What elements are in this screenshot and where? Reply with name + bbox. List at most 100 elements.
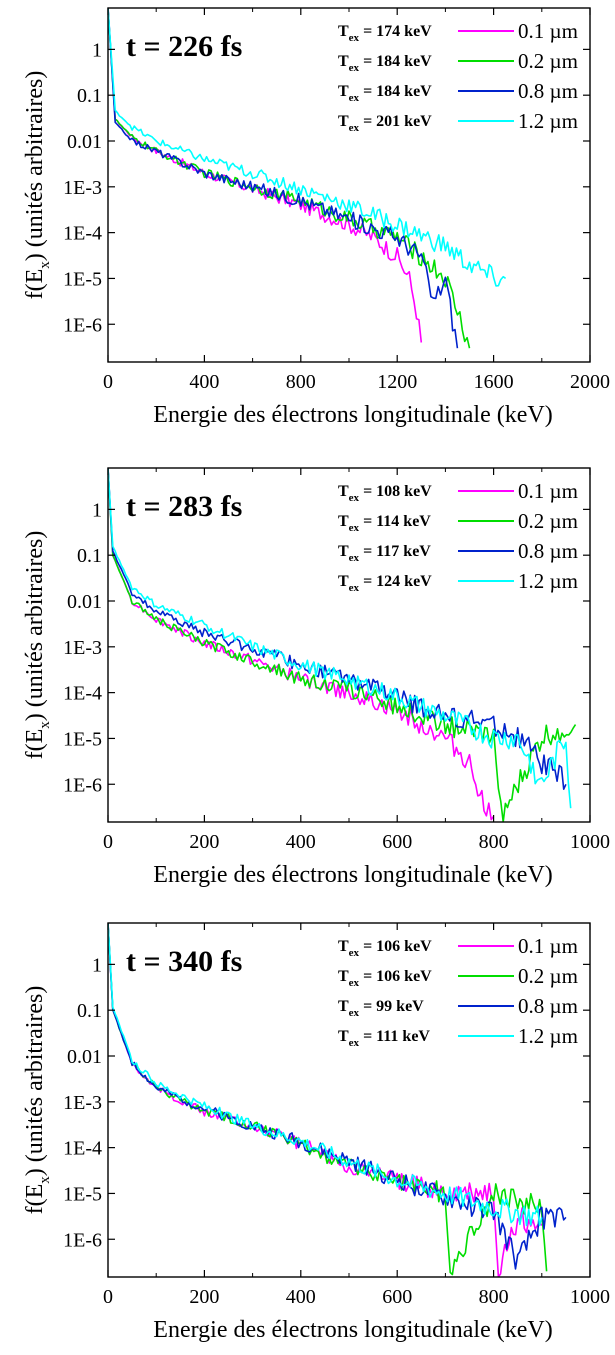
y-tick-label: 1 <box>92 39 102 61</box>
y-axis-label-sub: x <box>37 261 53 269</box>
legend-label: 1.2 µm <box>518 109 578 133</box>
chart-svg: 0 400 800 1200 1600 2000 1 0.1 0.01 1E-3 1E-4 1E-5 1… <box>22 7 610 428</box>
legend-temperature: Tex = 124 keV <box>338 573 432 594</box>
y-tick-label: 0.1 <box>77 545 102 567</box>
chart-panel-340fs: 0 200 400 600 800 1000 1 0.1 0.01 1E-3 1E-4 1E-5 1E-… <box>0 915 615 1355</box>
legend-t-prefix: T <box>338 113 349 130</box>
legend-t-value: = 124 keV <box>359 573 432 590</box>
y-tick-label: 1E-6 <box>63 1229 102 1251</box>
legend-t-value: = 108 keV <box>359 483 432 500</box>
x-tick-label: 600 <box>382 831 412 853</box>
legend-t-sub: ex <box>349 947 360 959</box>
legend-temperature: Tex = 114 keV <box>338 513 431 534</box>
chart-svg: 0 200 400 600 800 1000 1 0.1 0.01 1E-3 1E-4 1E-5 1E-… <box>22 922 610 1343</box>
x-axis-label: Energie des électrons longitudinale (keV… <box>153 862 552 888</box>
legend-t-prefix: T <box>338 543 349 560</box>
y-axis-label: f(Ex) (unités arbitraires) <box>22 71 53 300</box>
legend-label: 1.2 µm <box>518 1024 578 1048</box>
legend-t-value: = 201 keV <box>359 113 432 130</box>
x-tick-label: 1000 <box>570 1286 610 1308</box>
y-axis-label-main: f(E <box>22 269 48 300</box>
legend-t-value: = 106 keV <box>359 968 432 985</box>
legend-t-value: = 174 keV <box>359 23 432 40</box>
x-tick-label: 600 <box>382 1286 412 1308</box>
legend-t-sub: ex <box>349 492 360 504</box>
legend-temperature: Tex = 111 keV <box>338 1028 430 1049</box>
legend-temperature: Tex = 184 keV <box>338 83 432 104</box>
legend-t-prefix: T <box>338 83 349 100</box>
x-tick-label: 2000 <box>570 371 610 393</box>
x-tick-label: 0 <box>103 1286 113 1308</box>
legend-temperature: Tex = 106 keV <box>338 938 432 959</box>
legend-t-prefix: T <box>338 998 349 1015</box>
legend-temperature: Tex = 108 keV <box>338 483 432 504</box>
y-tick-label: 1E-3 <box>63 177 102 199</box>
y-tick-label: 0.01 <box>67 1046 102 1068</box>
y-axis-label-tail: ) (unités arbitraires) <box>22 71 48 262</box>
x-tick-label: 1000 <box>570 831 610 853</box>
legend-temperature: Tex = 117 keV <box>338 543 431 564</box>
y-tick-label: 0.01 <box>67 131 102 153</box>
legend-t-prefix: T <box>338 53 349 70</box>
y-axis-label-main: f(E <box>22 729 48 760</box>
legend-label: 0.2 µm <box>518 509 578 533</box>
x-tick-label: 0 <box>103 831 113 853</box>
y-tick-label: 1E-5 <box>63 1183 102 1205</box>
x-tick-label: 800 <box>286 371 316 393</box>
y-axis-label-sub: x <box>37 721 53 729</box>
legend-t-value: = 99 keV <box>359 998 424 1015</box>
y-tick-label: 1E-6 <box>63 314 102 336</box>
x-tick-label: 200 <box>189 1286 219 1308</box>
legend-label: 0.8 µm <box>518 79 578 103</box>
chart-title: t = 226 fs <box>126 30 242 63</box>
legend-t-sub: ex <box>349 122 360 134</box>
x-tick-label: 800 <box>479 1286 509 1308</box>
series-line-12m <box>108 923 543 1227</box>
y-axis-label-sub: x <box>37 1176 53 1184</box>
y-axis-label-tail: ) (unités arbitraires) <box>22 986 48 1177</box>
x-axis-label: Energie des électrons longitudinale (keV… <box>153 1317 552 1343</box>
legend-t-prefix: T <box>338 483 349 500</box>
y-tick-label: 1E-5 <box>63 268 102 290</box>
y-tick-label: 0.1 <box>77 85 102 107</box>
legend-temperature: Tex = 201 keV <box>338 113 432 134</box>
legend-t-sub: ex <box>349 1037 360 1049</box>
legend-t-sub: ex <box>349 522 360 534</box>
legend-t-value: = 184 keV <box>359 53 432 70</box>
legend-label: 0.1 µm <box>518 479 578 503</box>
series-line-12m <box>108 468 572 809</box>
series-line-12m <box>108 8 507 287</box>
chart-panel-226fs: 0 400 800 1200 1600 2000 1 0.1 0.01 1E-3 1E-4 1E-5 1… <box>0 0 615 440</box>
series-group <box>108 8 507 349</box>
legend-t-value: = 111 keV <box>359 1028 430 1045</box>
x-tick-label: 400 <box>286 1286 316 1308</box>
legend-t-sub: ex <box>349 582 360 594</box>
y-tick-label: 1E-3 <box>63 1092 102 1114</box>
series-group <box>108 923 567 1277</box>
y-tick-label: 1E-5 <box>63 728 102 750</box>
y-tick-label: 0.1 <box>77 1000 102 1022</box>
legend-label: 0.8 µm <box>518 994 578 1018</box>
y-tick-label: 1E-4 <box>63 223 102 245</box>
legend-t-value: = 114 keV <box>359 513 431 530</box>
legend-t-sub: ex <box>349 977 360 989</box>
y-tick-label: 1 <box>92 954 102 976</box>
y-axis-label-main: f(E <box>22 1184 48 1215</box>
legend-t-sub: ex <box>349 92 360 104</box>
series-group <box>108 468 577 822</box>
legend-t-prefix: T <box>338 1028 349 1045</box>
legend-label: 0.1 µm <box>518 19 578 43</box>
legend-t-sub: ex <box>349 32 360 44</box>
series-line-08m <box>108 8 459 349</box>
y-axis-label-tail: ) (unités arbitraires) <box>22 531 48 722</box>
y-tick-label: 1E-4 <box>63 1138 102 1160</box>
series-line-02m <box>108 468 577 822</box>
x-tick-label: 400 <box>286 831 316 853</box>
y-tick-label: 1E-4 <box>63 683 102 705</box>
legend-t-sub: ex <box>349 1007 360 1019</box>
x-tick-label: 0 <box>103 371 113 393</box>
chart-title: t = 340 fs <box>126 945 242 978</box>
x-tick-label: 800 <box>479 831 509 853</box>
legend-t-prefix: T <box>338 938 349 955</box>
x-tick-label: 400 <box>189 371 219 393</box>
